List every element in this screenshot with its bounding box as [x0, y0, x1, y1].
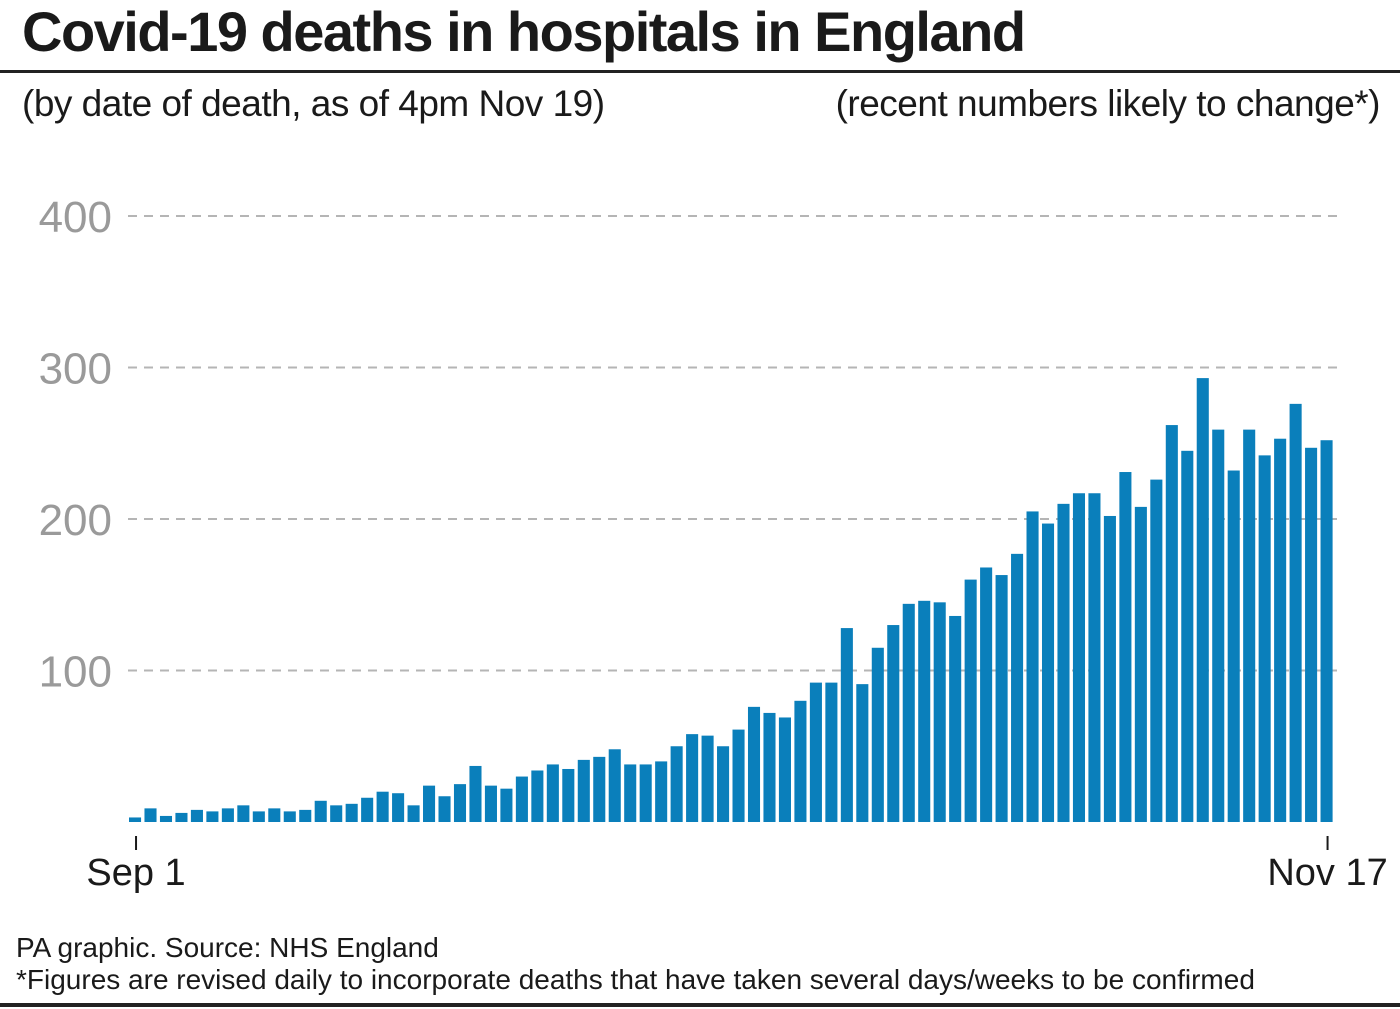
bar-day-15	[345, 803, 358, 822]
bar-day-68	[1165, 425, 1178, 822]
bar-day-61	[1057, 503, 1070, 822]
bar-day-58	[1011, 553, 1024, 822]
bar-day-21	[438, 796, 451, 822]
bar-day-16	[361, 797, 374, 822]
bar-day-62	[1072, 493, 1086, 822]
bar-day-55	[964, 579, 977, 822]
bar-day-37	[686, 734, 699, 822]
title-divider	[0, 70, 1400, 73]
bottom-divider	[0, 1003, 1400, 1007]
bar-day-29	[562, 768, 575, 822]
bar-day-1	[129, 817, 142, 822]
bar-day-18	[392, 793, 405, 822]
bar-day-2	[144, 808, 157, 822]
bar-day-9	[252, 811, 265, 822]
bar-day-54	[949, 615, 962, 822]
bar-day-3	[159, 815, 173, 822]
bar-day-30	[577, 759, 590, 822]
bar-day-14	[330, 805, 343, 822]
bar-day-69	[1181, 450, 1194, 822]
chart-title: Covid-19 deaths in hospitals in England	[22, 0, 1026, 63]
chart-subtitle-date: (by date of death, as of 4pm Nov 19)	[22, 83, 605, 124]
bar-day-46	[825, 682, 838, 822]
bar-day-72	[1227, 470, 1240, 822]
bar-day-6	[206, 811, 219, 822]
y-tick-label-300: 300	[39, 345, 112, 394]
bar-day-57	[995, 575, 1008, 822]
bar-day-44	[794, 700, 807, 822]
bar-day-43	[778, 717, 791, 822]
bar-day-27	[531, 770, 544, 822]
bar-day-73	[1243, 429, 1256, 822]
bar-day-59	[1026, 511, 1039, 822]
bar-day-50	[887, 625, 900, 822]
bar-day-25	[500, 788, 513, 822]
bar-day-51	[902, 603, 915, 822]
bar-day-60	[1041, 523, 1055, 822]
bar-day-8	[237, 805, 250, 822]
bar-day-4	[175, 812, 188, 822]
bar-day-38	[701, 735, 714, 822]
source-credit: PA graphic. Source: NHS England	[16, 932, 439, 963]
bar-day-47	[840, 628, 853, 822]
bar-day-20	[423, 785, 436, 822]
bar-day-64	[1103, 515, 1116, 822]
bar-day-41	[747, 706, 761, 822]
bar-day-70	[1196, 378, 1209, 822]
bar-day-31	[593, 756, 606, 822]
bar-day-40	[732, 729, 745, 822]
bar-day-19	[407, 805, 420, 822]
bar-day-24	[484, 785, 497, 822]
bar-day-52	[918, 600, 931, 822]
bar-day-7	[221, 808, 234, 822]
y-axis-labels: 100 200 300 400	[39, 193, 112, 697]
x-tick-label-start: Sep 1	[86, 852, 185, 894]
bar-day-34	[639, 764, 652, 822]
bar-day-17	[376, 791, 389, 822]
bar-day-28	[546, 764, 559, 822]
bar-day-76	[1289, 403, 1302, 822]
bar-day-74	[1258, 455, 1271, 822]
bar-day-26	[515, 776, 528, 822]
bar-day-77	[1305, 447, 1318, 822]
bar-day-23	[469, 765, 482, 822]
bar-day-35	[655, 761, 668, 822]
bar-day-12	[299, 809, 312, 822]
y-tick-label-400: 400	[39, 193, 112, 242]
bar-day-53	[933, 602, 946, 822]
x-tick-label-end: Nov 17	[1267, 852, 1387, 894]
bar-day-63	[1088, 493, 1101, 822]
y-tick-label-100: 100	[39, 648, 112, 697]
bar-day-33	[624, 764, 637, 822]
bar-day-39	[717, 746, 730, 822]
y-tick-label-200: 200	[39, 496, 112, 545]
bar-day-65	[1119, 472, 1132, 822]
bar-day-42	[763, 712, 776, 822]
bar-day-49	[871, 647, 884, 822]
bar-day-22	[453, 784, 467, 823]
bar-series	[129, 378, 1333, 823]
bar-day-71	[1212, 429, 1225, 822]
bar-day-11	[283, 811, 296, 822]
footnote: *Figures are revised daily to incorporat…	[16, 964, 1255, 995]
chart-subtitle-note: (recent numbers likely to change*)	[835, 83, 1381, 124]
bar-day-13	[314, 800, 327, 822]
bar-day-67	[1150, 479, 1163, 822]
bar-day-75	[1274, 438, 1287, 822]
bar-day-36	[670, 746, 683, 822]
bar-day-5	[190, 809, 203, 822]
bar-day-48	[856, 684, 869, 822]
bar-day-45	[809, 682, 822, 822]
bar-day-66	[1134, 506, 1147, 822]
x-axis: Sep 1 Nov 17	[86, 836, 1388, 894]
bar-day-78	[1320, 440, 1333, 822]
bar-day-32	[608, 749, 621, 822]
bar-day-56	[980, 567, 993, 822]
bar-day-10	[268, 808, 281, 822]
